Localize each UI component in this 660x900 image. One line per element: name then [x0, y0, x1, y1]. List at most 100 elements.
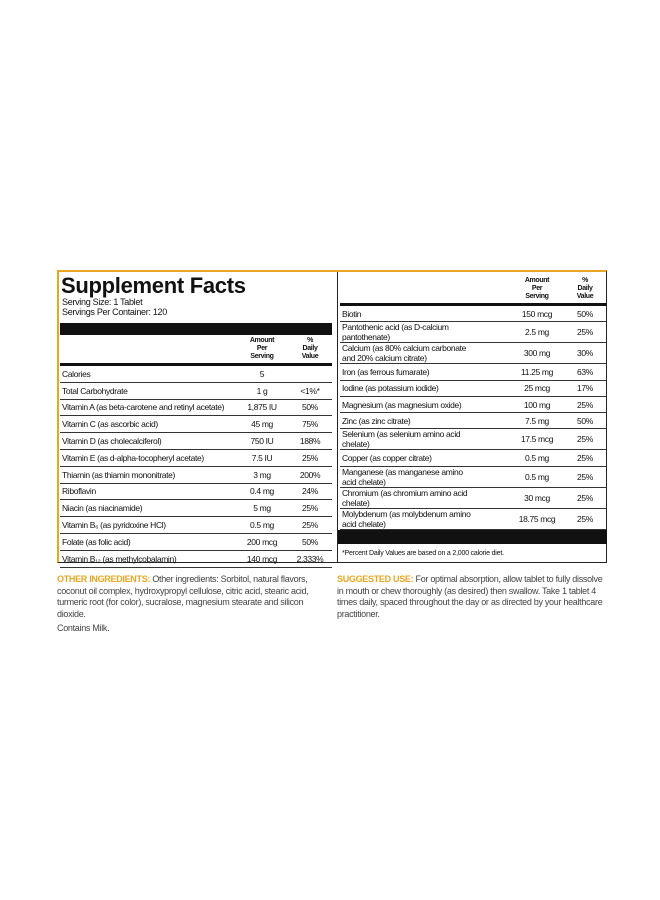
daily-value: <1%* — [300, 385, 320, 396]
suggested-use: SUGGESTED USE: For optimal absorption, a… — [337, 574, 605, 620]
nutrient-name: Vitamin E (as d-alpha-tocopheryl acetate… — [62, 452, 204, 463]
servings-per-container: Servings Per Container: 120 — [62, 307, 167, 317]
daily-value: 25% — [302, 503, 318, 514]
daily-value: 25% — [577, 471, 593, 482]
column-label: % Daily Value — [301, 337, 319, 360]
daily-value: 25% — [577, 453, 593, 464]
nutrient-name: Folate (as folic acid) — [62, 536, 131, 547]
daily-value: 200% — [299, 469, 321, 480]
nutrient-name: Riboflavin — [62, 486, 96, 497]
nutrient-row: Vitamin A (as beta-carotene and retinyl … — [60, 400, 332, 417]
title: Supplement Facts — [61, 273, 246, 298]
daily-value: 50% — [577, 415, 593, 426]
nutrient-name: Vitamin D (as cholecalciferol) — [62, 436, 162, 447]
amount: 2.5 mg — [525, 327, 549, 338]
nutrient-row: Molybdenum (as molybdenum amino acid che… — [340, 509, 607, 530]
amount: 1,875 IU — [247, 402, 277, 413]
daily-value: 75% — [302, 419, 318, 430]
amount: 45 mg — [251, 419, 273, 430]
nutrient-row: Biotin 150 mcg 50% — [340, 306, 607, 323]
nutrient-row: Riboflavin 0.4 mg 24% — [60, 484, 332, 501]
daily-value: 25% — [577, 327, 593, 338]
daily-value: 50% — [577, 308, 593, 319]
text: Other ingredients: Sorbitol, natural fla… — [57, 574, 309, 619]
nutrient-row: Calories 5 — [60, 366, 332, 383]
daily-value: 25% — [577, 513, 593, 524]
amount: 750 IU — [250, 436, 274, 447]
nutrient-name: Calcium (as 80% calcium carbonate and 20… — [342, 343, 467, 364]
column-header: Amount Per Serving % Daily Value — [60, 335, 332, 366]
nutrient-row: Vitamin B₆ (as pyridoxine HCl) 0.5 mg 25% — [60, 517, 332, 534]
rows: Calories 5 Total Carbohydrate 1 g <1%* Vitami… — [60, 366, 332, 568]
amount: 25 mcg — [524, 383, 550, 394]
nutrient-row: Vitamin B₁₂ (as methylcobalamin) 140 mcg 2… — [60, 551, 332, 568]
amount: 11.25 mg — [520, 366, 553, 377]
nutrient-name: Magnesium (as magnesium oxide) — [342, 399, 462, 410]
daily-value: 24% — [302, 486, 318, 497]
amount: 200 mcg — [246, 536, 278, 547]
text: For optimal absorption, allow tablet to … — [337, 574, 603, 619]
other-ingredients: OTHER INGREDIENTS: Other ingredients: So… — [57, 574, 327, 635]
nutrient-row: Folate (as folic acid) 200 mcg 50% — [60, 534, 332, 551]
column-label: Amount Per Serving — [249, 337, 275, 360]
nutrient-name: Vitamin B₁₂ (as methylcobalamin) — [62, 553, 177, 564]
column-label: % Daily Value — [576, 277, 594, 300]
daily-value: 50% — [302, 402, 318, 413]
right-panel: Amount Per Serving % Daily Value Biotin 1… — [337, 272, 607, 563]
amount: 0.4 mg — [250, 486, 274, 497]
nutrient-name: Molybdenum (as molybdenum amino acid che… — [342, 508, 471, 529]
amount: 17.5 mcg — [520, 434, 554, 445]
nutrient-name: Copper (as copper citrate) — [342, 453, 432, 464]
nutrient-name: Selenium (as selenium amino acid chelate… — [342, 429, 461, 450]
amount: 1 g — [256, 385, 268, 396]
supplement-facts-box: Supplement Facts Serving Size: 1 Tablet … — [57, 270, 607, 568]
nutrient-row: Total Carbohydrate 1 g <1%* — [60, 383, 332, 400]
amount: 140 mcg — [246, 553, 278, 564]
nutrient-row: Vitamin C (as ascorbic acid) 45 mg 75% — [60, 416, 332, 434]
nutrient-row: Manganese (as manganese amino acid chela… — [340, 467, 607, 488]
amount: 7.5 IU — [251, 452, 273, 463]
rows: Biotin 150 mcg 50% Pantothenic acid (as D-c… — [340, 306, 607, 530]
amount: 0.5 mg — [525, 471, 549, 482]
nutrient-row: Thiamin (as thiamin mononitrate) 3 mg 200% — [60, 467, 332, 484]
nutrient-name: Biotin — [342, 308, 362, 319]
nutrient-name: Calories — [62, 368, 91, 379]
nutrient-name: Vitamin B₆ (as pyridoxine HCl) — [62, 520, 166, 531]
nutrient-row: Vitamin E (as d-alpha-tocopheryl acetate… — [60, 450, 332, 467]
nutrient-name: Thiamin (as thiamin mononitrate) — [62, 469, 176, 480]
nutrient-name: Vitamin A (as beta-carotene and retinyl … — [62, 402, 225, 413]
left-panel: Supplement Facts Serving Size: 1 Tablet … — [60, 272, 332, 568]
column-label: Amount Per Serving — [524, 277, 550, 300]
nutrient-name: Iodine (as potassium iodide) — [342, 383, 439, 394]
nutrient-row: Chromium (as chromium amino acid chelate… — [340, 488, 607, 509]
nutrient-row: Vitamin D (as cholecalciferol) 750 IU 188% — [60, 433, 332, 450]
nutrient-row: Niacin (as niacinamide) 5 mg 25% — [60, 500, 332, 518]
serving-size: Serving Size: 1 Tablet — [62, 297, 143, 307]
daily-value: 50% — [302, 536, 318, 547]
nutrient-name: Iron (as ferrous fumarate) — [342, 366, 430, 377]
amount: 7.5 mg — [525, 415, 549, 426]
nutrient-row: Iron (as ferrous fumarate) 11.25 mg 63% — [340, 364, 607, 381]
nutrient-row: Selenium (as selenium amino acid chelate… — [340, 429, 607, 451]
daily-value: 17% — [577, 383, 593, 394]
amount: 5 — [259, 368, 265, 379]
amount: 30 mcg — [524, 492, 550, 503]
daily-value: 25% — [577, 434, 593, 445]
nutrient-row: Copper (as copper citrate) 0.5 mg 25% — [340, 450, 607, 467]
daily-value: 25% — [577, 492, 593, 503]
daily-value: 63% — [577, 366, 593, 377]
daily-value: 25% — [577, 399, 593, 410]
nutrient-name: Total Carbohydrate — [62, 385, 128, 396]
nutrient-row: Pantothenic acid (as D-calcium pantothen… — [340, 322, 607, 344]
amount: 100 mg — [523, 399, 551, 410]
column-header: Amount Per Serving % Daily Value — [340, 272, 607, 306]
note: Contains Milk. — [57, 623, 110, 633]
amount: 18.75 mcg — [518, 513, 556, 524]
amount: 5 mg — [253, 503, 271, 514]
nutrient-name: Vitamin C (as ascorbic acid) — [62, 419, 158, 430]
amount: 0.5 mg — [250, 520, 274, 531]
daily-value: 25% — [302, 520, 318, 531]
nutrient-row: Magnesium (as magnesium oxide) 100 mg 25% — [340, 397, 607, 414]
amount: 3 mg — [253, 469, 271, 480]
